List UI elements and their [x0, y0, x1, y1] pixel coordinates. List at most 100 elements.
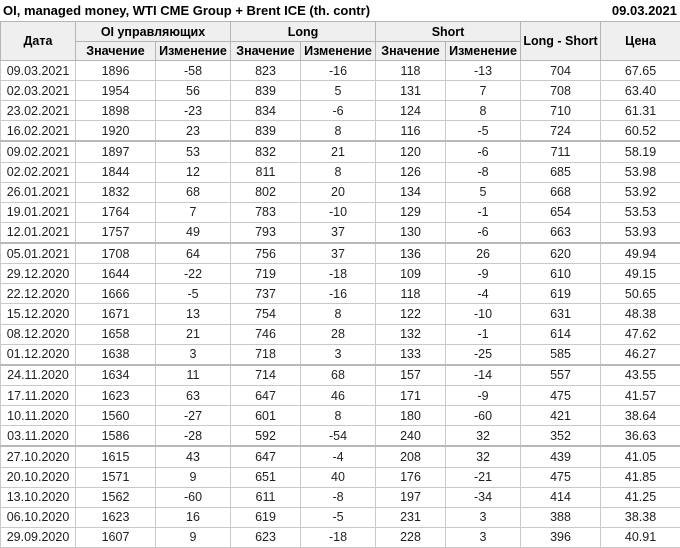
cell-price: 38.38: [600, 506, 680, 528]
cell-price: 41.85: [600, 466, 680, 488]
column-header-date: Дата: [0, 21, 76, 61]
cell-long-value: 746: [230, 323, 301, 345]
cell-oi-change: 9: [155, 526, 231, 548]
column-subheader-oi-value: Значение: [75, 41, 156, 61]
cell-long-short: 631: [520, 303, 602, 325]
cell-oi-value: 1666: [75, 283, 156, 305]
cell-oi-value: 1623: [75, 385, 156, 407]
cell-short-change: -9: [445, 263, 522, 285]
cell-long-change: -8: [299, 486, 377, 508]
cell-oi-value: 1571: [75, 466, 156, 488]
cell-date: 03.11.2020: [0, 425, 76, 447]
cell-oi-change: 49: [155, 221, 231, 244]
cell-price: 61.31: [600, 100, 680, 122]
cell-date: 02.02.2021: [0, 161, 76, 183]
cell-short-value: 231: [375, 506, 447, 528]
table-row: 19.01.2021 1764 7 783 -10 129 -1 654 53.53: [0, 201, 680, 223]
cell-short-change: 26: [445, 242, 522, 265]
cell-short-change: -9: [445, 385, 522, 407]
cell-long-short: 414: [520, 486, 602, 508]
cell-price: 63.40: [600, 80, 680, 102]
cell-price: 53.98: [600, 161, 680, 183]
cell-oi-change: 63: [155, 385, 231, 407]
cell-date: 22.12.2020: [0, 283, 76, 305]
cell-price: 41.25: [600, 486, 680, 508]
table-header: Дата OI управляющих Long Short Long - Sh…: [0, 21, 680, 61]
cell-long-change: 28: [299, 323, 377, 345]
table-row: 09.02.2021 1897 53 832 21 120 -6 711 58.19: [0, 140, 680, 163]
cell-long-short: 668: [520, 181, 602, 203]
cell-long-short: 475: [520, 385, 602, 407]
cell-long-value: 783: [230, 201, 301, 223]
cell-date: 08.12.2020: [0, 323, 76, 345]
cell-long-change: 5: [299, 80, 377, 102]
cell-long-short: 620: [520, 242, 602, 265]
cell-price: 48.38: [600, 303, 680, 325]
cell-date: 17.11.2020: [0, 385, 76, 407]
cell-long-value: 756: [230, 242, 301, 265]
cell-long-short: 619: [520, 283, 602, 305]
header-sub-row: Значение Изменение Значение Изменение Зн…: [1, 41, 680, 61]
cell-short-change: 8: [445, 100, 522, 122]
cell-oi-change: 3: [155, 343, 231, 366]
cell-long-value: 714: [230, 363, 301, 387]
cell-date: 09.03.2021: [0, 59, 76, 82]
cell-short-value: 126: [375, 161, 447, 183]
cell-date: 29.12.2020: [0, 263, 76, 285]
cell-oi-change: 64: [155, 242, 231, 265]
column-subheader-long-value: Значение: [230, 41, 301, 61]
table-row: 02.03.2021 1954 56 839 5 131 7 708 63.40: [0, 80, 680, 102]
cell-short-value: 116: [375, 120, 447, 142]
cell-long-value: 719: [230, 263, 301, 285]
cell-oi-value: 1708: [75, 242, 156, 265]
cell-short-value: 129: [375, 201, 447, 223]
cell-long-short: 396: [520, 526, 602, 548]
cell-short-change: 3: [445, 506, 522, 528]
cell-short-value: 134: [375, 181, 447, 203]
cell-short-value: 136: [375, 242, 447, 265]
cell-date: 29.09.2020: [0, 526, 76, 548]
cell-short-value: 124: [375, 100, 447, 122]
cell-oi-value: 1638: [75, 343, 156, 366]
column-subheader-short-change: Изменение: [445, 41, 522, 61]
cell-price: 49.15: [600, 263, 680, 285]
cell-oi-change: 53: [155, 140, 231, 163]
column-subheader-long-change: Изменение: [299, 41, 377, 61]
cell-long-change: -6: [299, 100, 377, 122]
cell-long-value: 823: [230, 59, 301, 82]
cell-oi-value: 1586: [75, 425, 156, 447]
cell-short-value: 176: [375, 466, 447, 488]
cell-oi-change: 12: [155, 161, 231, 183]
table-row: 03.11.2020 1586 -28 592 -54 240 32 352 36.63: [0, 425, 680, 447]
table-row: 29.09.2020 1607 9 623 -18 228 3 396 40.91: [0, 526, 680, 548]
cell-date: 26.01.2021: [0, 181, 76, 203]
cell-date: 06.10.2020: [0, 506, 76, 528]
cell-oi-change: -27: [155, 405, 231, 427]
column-subheader-oi-change: Изменение: [155, 41, 231, 61]
cell-price: 67.65: [600, 59, 680, 82]
table-row: 06.10.2020 1623 16 619 -5 231 3 388 38.38: [0, 506, 680, 528]
cell-short-change: 32: [445, 425, 522, 447]
cell-long-change: 8: [299, 161, 377, 183]
cell-short-value: 208: [375, 445, 447, 468]
cell-long-change: 46: [299, 385, 377, 407]
cell-long-value: 802: [230, 181, 301, 203]
cell-oi-value: 1920: [75, 120, 156, 142]
cell-oi-value: 1844: [75, 161, 156, 183]
cell-short-change: -21: [445, 466, 522, 488]
cell-long-change: 8: [299, 405, 377, 427]
cell-long-change: 20: [299, 181, 377, 203]
cell-short-value: 131: [375, 80, 447, 102]
cell-long-change: 68: [299, 363, 377, 387]
cell-short-change: 5: [445, 181, 522, 203]
table-row: 09.03.2021 1896 -58 823 -16 118 -13 704 67.65: [0, 59, 680, 82]
cell-short-value: 197: [375, 486, 447, 508]
cell-date: 23.02.2021: [0, 100, 76, 122]
cell-price: 53.93: [600, 221, 680, 244]
table-row: 13.10.2020 1562 -60 611 -8 197 -34 414 41.25: [0, 486, 680, 508]
cell-long-short: 388: [520, 506, 602, 528]
cell-long-value: 647: [230, 445, 301, 468]
cell-long-short: 421: [520, 405, 602, 427]
column-header-price: Цена: [600, 21, 680, 61]
cell-long-short: 685: [520, 161, 602, 183]
